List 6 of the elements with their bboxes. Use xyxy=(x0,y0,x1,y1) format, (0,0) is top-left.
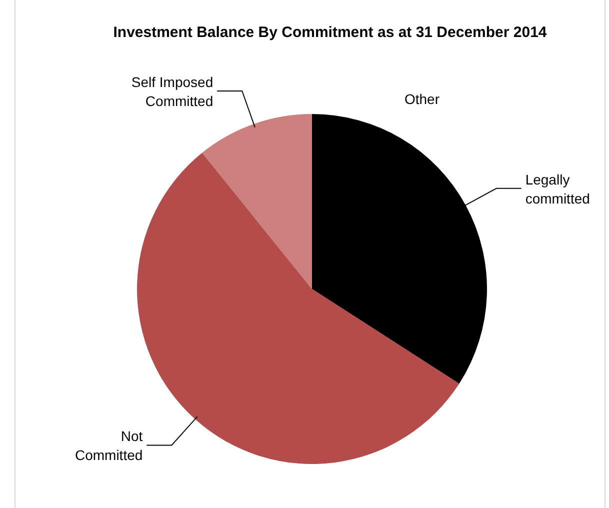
chart-title: Investment Balance By Commitment as at 31 December 2014 xyxy=(113,24,548,41)
category-label: Other xyxy=(404,91,440,107)
slice-label: Legally committed xyxy=(525,171,590,206)
slice-label: Self Imposed Committed xyxy=(131,74,214,109)
slice-label: Not Committed xyxy=(74,428,143,464)
pie-slice xyxy=(202,114,312,289)
